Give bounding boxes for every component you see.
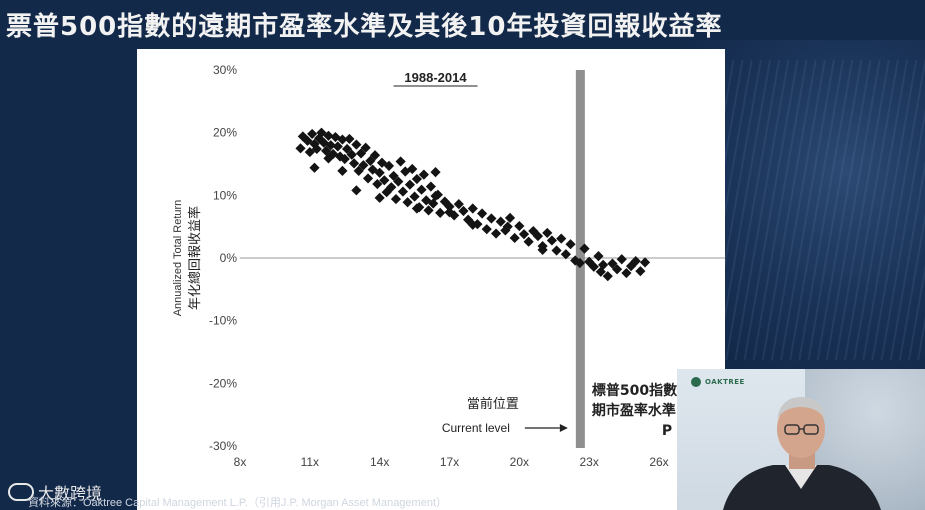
y-axis-label-zh: 年化總回報收益率 [187,206,203,310]
current-level-label-en: Current level [442,421,510,435]
data-point [556,233,567,244]
callout-line-2: 期市盈率水準 [592,402,676,419]
channel-logo: 大數跨境 [8,480,102,504]
data-point [323,153,334,164]
data-point [490,228,502,239]
data-point [404,179,416,190]
y-axis-label-en: Annualized Total Return [172,200,184,317]
data-point [565,239,576,250]
data-point [509,232,520,244]
x-tick-label: 8x [234,455,247,469]
data-point [307,128,318,140]
data-point [309,162,320,173]
data-point [423,205,434,216]
callout-line-3: P [662,423,672,439]
data-point [514,220,525,232]
data-point [635,266,646,277]
slide-title: 票普500指數的遠期市盈率水準及其後10年投資回報收益率 [6,12,723,42]
data-point [374,167,385,178]
data-point [379,175,390,186]
channel-name: 大數跨境 [38,484,103,503]
data-point [551,245,562,256]
data-point [409,191,420,202]
y-tick-label: 0% [220,251,238,265]
source-note: 資料來源：Oaktree Capital Management L.P.（引用J… [28,497,447,509]
data-point [430,167,441,178]
x-tick-label: 11x [301,455,319,469]
data-point [593,251,604,262]
data-point [416,184,427,195]
data-point [362,173,374,184]
data-point [388,170,399,181]
x-tick-label: 14x [370,455,389,469]
data-point [355,148,367,159]
data-point [395,156,406,167]
data-point [428,198,439,209]
data-point [337,165,348,176]
data-point [325,140,336,151]
current-level-label-zh: 當前位置 [467,396,519,412]
data-point [486,213,497,224]
y-tick-label: 10% [213,188,237,202]
oaktree-icon [691,377,701,387]
data-point [344,133,355,145]
x-tick-label: 26x [649,455,668,469]
data-point [467,203,478,214]
data-point [444,207,455,218]
y-tick-label: -20% [209,376,237,390]
x-tick-label: 20x [510,455,529,469]
chart-title: 1988-2014 [404,70,467,85]
y-tick-label: -10% [209,314,237,328]
data-point [435,207,446,218]
data-point [537,244,548,255]
background-lines [705,60,925,360]
data-point [311,143,322,155]
data-point [397,186,409,197]
data-point [353,165,364,176]
data-point [372,178,383,190]
data-point [639,257,651,268]
data-point [393,176,404,187]
data-point [612,264,623,275]
x-tick-label: 17x [440,455,459,469]
oaktree-logo: OAKTREE [691,377,745,387]
speaker-figure [723,397,881,510]
data-point [402,197,413,208]
current-level-arrow-head [559,424,568,432]
data-point [295,143,306,154]
data-point [444,201,455,212]
data-point [351,185,362,196]
scatter-chart: 30% 20% 10% 0% -10% -20% -30% 8x 11x 14x 17x 20x 23x… [172,63,725,469]
chart-panel: 30% 20% 10% 0% -10% -20% -30% 8x 11x 14x 17x 20x 23x… [137,49,725,510]
data-point [504,212,516,223]
data-point [481,224,492,235]
data-point [425,181,436,192]
data-point [574,257,585,269]
data-point [390,194,402,205]
data-point [348,158,360,169]
y-tick-label: 30% [213,63,237,77]
x-tick-label: 23x [579,455,598,469]
data-point [411,173,423,185]
data-point [616,254,627,265]
y-tick-label: 20% [213,126,237,140]
callout-line-1: 標普500指數 [592,382,677,399]
webcam-feed: OAKTREE [677,369,925,510]
channel-logo-icon [8,483,34,501]
data-point [369,150,381,161]
data-point [337,134,348,145]
data-point [351,139,362,150]
oaktree-logo-text: OAKTREE [705,378,745,386]
y-tick-label: -30% [209,439,237,453]
data-point [360,142,371,153]
data-point [453,199,464,210]
data-point [374,192,385,203]
data-point [560,249,571,260]
data-point [476,208,488,219]
data-point [341,143,353,155]
